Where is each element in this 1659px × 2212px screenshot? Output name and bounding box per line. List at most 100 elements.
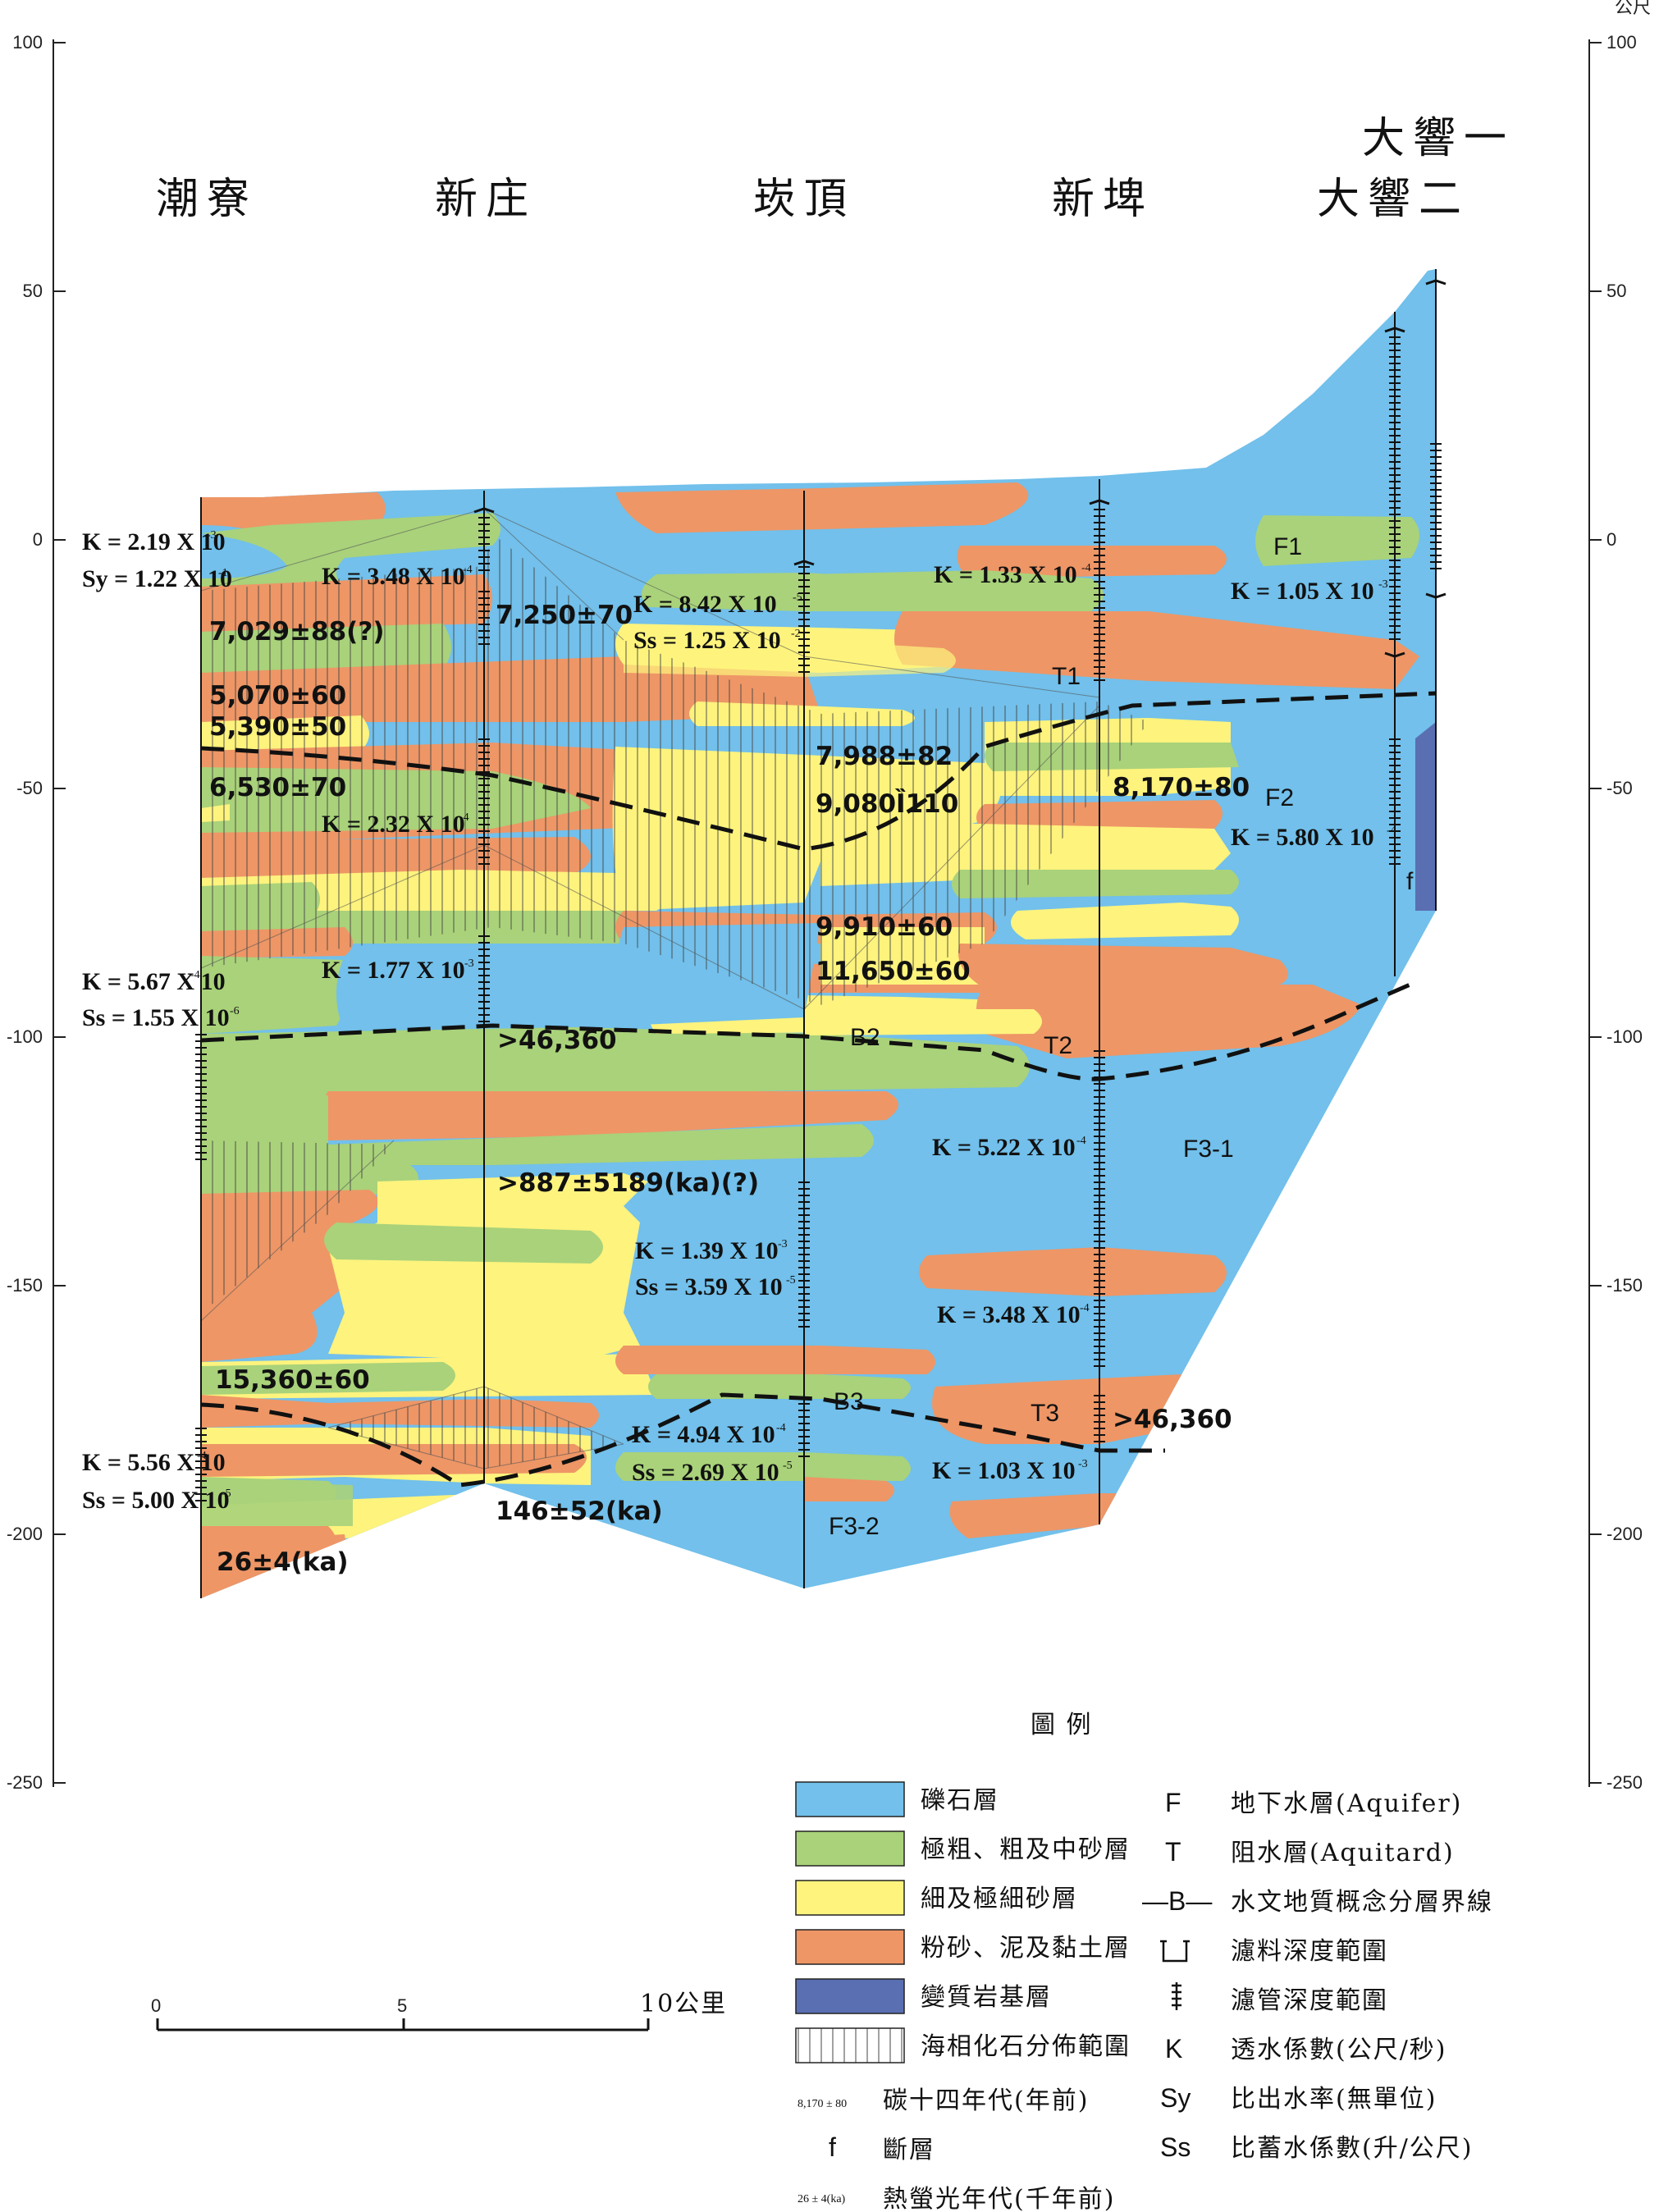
layer-coarse-right-2 <box>1255 515 1419 566</box>
k-105: K = 1.05 X 10 <box>1231 578 1374 605</box>
hydrogeologic-boundaries <box>200 691 1437 1488</box>
age-labels: 7,029±88(?) 7,250±70 5,070±60 5,390±50 6… <box>209 601 1250 1577</box>
age-9910: 9,910±60 <box>816 912 953 942</box>
layer-fine-right-5 <box>804 1009 1042 1035</box>
age-9080: 9,080Ȉ110 <box>816 789 958 819</box>
svg-text:-4: -4 <box>197 1450 207 1462</box>
svg-text:-4: -4 <box>1387 825 1396 837</box>
svg-text:-1: -1 <box>218 567 228 579</box>
legend-fault-sym: f <box>829 2132 836 2162</box>
age-146: 146±52(ka) <box>496 1497 663 1526</box>
legend-ss-sym: Ss <box>1160 2132 1191 2162</box>
legend-fine-sand: 細及極細砂層 <box>921 1885 1078 1913</box>
legend-t: 阻水層(Aquitard) <box>1231 1839 1455 1867</box>
filter-bracket-icon <box>1160 1940 1190 1963</box>
right-tick-0: 0 <box>1606 529 1616 550</box>
layer-coarse-left-7 <box>201 1027 1030 1099</box>
age-15360: 15,360±60 <box>215 1365 370 1395</box>
legend-b-sym: —B— <box>1142 1886 1212 1916</box>
legend-k-sym: K <box>1165 2034 1182 2063</box>
legend-swatch-marine-fossil <box>795 2027 905 2063</box>
legend-title: 圖 例 <box>1031 1711 1093 1739</box>
marine-fossil-zone-2 <box>201 1140 394 1313</box>
layer-fine-right-3 <box>1011 903 1239 939</box>
legend-gravel: 礫石層 <box>921 1786 999 1815</box>
cross-section-body <box>195 269 1446 1598</box>
right-tick-50: 50 <box>1606 281 1626 301</box>
legend-ss: 比蓄水係數(升/公尺) <box>1231 2134 1474 2163</box>
layer-coarse-left-6 <box>201 956 351 1034</box>
legend-swatch-gravel <box>795 1781 905 1817</box>
layer-fine-left-4 <box>328 1173 648 1362</box>
layer-clay-mid-5 <box>804 1477 894 1501</box>
age-5070: 5,070±60 <box>209 681 346 711</box>
svg-text:-4: -4 <box>1080 1302 1090 1314</box>
right-tick-m150: -150 <box>1606 1275 1643 1296</box>
age-6530: 6,530±70 <box>209 773 346 802</box>
k-139: K = 1.39 X 10 <box>635 1237 779 1264</box>
unit-t2: T2 <box>1044 1032 1072 1059</box>
k-348-top: K = 3.48 X 10 <box>322 563 465 590</box>
layer-clay-right-2 <box>894 611 1419 689</box>
layer-clay-mid-4 <box>615 1346 935 1374</box>
legend-filter: 濾料深度範圍 <box>1231 1937 1388 1966</box>
legend-tl-sample: 26 ± 4(ka) <box>798 2193 846 2205</box>
svg-text:-5: -5 <box>793 592 802 604</box>
legend-fault: 斷層 <box>883 2136 935 2164</box>
layer-clay-mid-1 <box>615 482 1029 533</box>
legend-swatch-clay <box>795 1929 905 1965</box>
svg-text:-3: -3 <box>207 529 217 542</box>
ss-155: Ss = 1.55 X 10 <box>82 1004 230 1031</box>
layer-coarse-mid-4 <box>615 1452 911 1481</box>
unit-b2: B2 <box>850 1024 880 1051</box>
site-names: 潮寮 新庄 崁頂 新埤 大響一 大響二 <box>156 114 1515 224</box>
left-depth-axis: 100 50 0 -50 -100 -150 -200 -250 <box>7 32 66 1793</box>
layer-clay-right-6 <box>919 1247 1227 1296</box>
unit-f32: F3-2 <box>829 1513 880 1540</box>
layer-clay-right-8 <box>949 1493 1124 1538</box>
k-133: K = 1.33 X 10 <box>934 561 1077 588</box>
age-26: 26±4(ka) <box>217 1547 349 1577</box>
legend-sy: 比出水率(無單位) <box>1231 2085 1437 2114</box>
right-tick-m200: -200 <box>1606 1524 1643 1544</box>
left-tick-m250: -250 <box>7 1772 43 1793</box>
k-556: K = 5.56 X 10 <box>82 1449 226 1476</box>
layer-clay-left-7 <box>320 1091 898 1140</box>
unit-t3: T3 <box>1031 1400 1059 1427</box>
age-46360b: >46,360 <box>1113 1405 1232 1434</box>
left-tick-m200: -200 <box>7 1524 43 1544</box>
right-depth-axis: 公尺 100 50 0 -50 -100 -150 -200 -250 <box>1588 0 1651 1793</box>
unit-t1: T1 <box>1052 663 1081 690</box>
unit-fault: f <box>1406 868 1414 895</box>
layer-coarse-right-1 <box>804 570 1104 611</box>
legend-t-sym: T <box>1165 1837 1181 1867</box>
svg-text:-5: -5 <box>783 1460 793 1472</box>
screen-tick-icon <box>1172 1982 1181 2010</box>
svg-text:-4: -4 <box>190 969 200 981</box>
left-tick-50: 50 <box>23 281 43 301</box>
layer-clay-right-7 <box>932 1374 1214 1444</box>
svg-text:-2: -2 <box>791 628 801 640</box>
layer-coarse-left-13 <box>201 1481 353 1526</box>
sy-chaoliao-top: Sy = 1.22 X 10 <box>82 565 232 592</box>
age-46360a: >46,360 <box>497 1026 617 1055</box>
layer-gravel-left-1 <box>201 533 287 578</box>
age-887: >887±5189(ka)(?) <box>497 1168 759 1198</box>
layer-gravel-right-1 <box>968 525 1255 546</box>
right-tick-100: 100 <box>1606 32 1637 53</box>
age-11650: 11,650±60 <box>816 957 971 986</box>
boundary-b1 <box>200 691 1437 852</box>
k-522: K = 5.22 X 10 <box>932 1134 1076 1161</box>
site-tanding: 崁頂 <box>753 175 855 224</box>
k-177: K = 1.77 X 10 <box>322 957 465 984</box>
exponent-marks: -3 -1 -4 -5 -2 -4 -3 -4 -4 -4 -6 -3 -4 -3 -5 -4 -… <box>190 529 1396 1500</box>
legend: 圖 例 礫石層 極粗、粗及中砂層 細及極細砂層 粉砂、泥及黏土層 變質岩基層 海… <box>795 1711 1492 2212</box>
legend-c14-sample: 8,170 ± 80 <box>798 2098 847 2110</box>
svg-text:-4: -4 <box>776 1422 786 1434</box>
parameter-labels: K = 2.19 X 10 Sy = 1.22 X 10 K = 3.48 X … <box>82 528 1396 1514</box>
layer-clay-right-4 <box>958 944 1288 989</box>
legend-k: 透水係數(公尺/秒) <box>1231 2036 1447 2064</box>
left-tick-m100: -100 <box>7 1026 43 1047</box>
site-daxiang1: 大響一 <box>1362 114 1515 163</box>
k-580: K = 5.80 X 10 <box>1231 824 1374 851</box>
